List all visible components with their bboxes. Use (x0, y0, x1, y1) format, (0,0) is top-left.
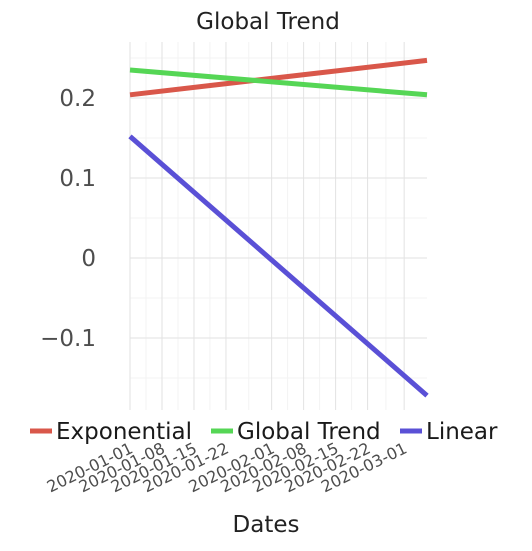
series-line-0 (129, 57, 428, 98)
chart-title: Global Trend (196, 9, 340, 35)
series-line-1 (129, 67, 428, 98)
y-tick-label: −0.1 (40, 326, 96, 352)
legend-label: Exponential (56, 419, 192, 445)
y-tick-label: 0.2 (59, 86, 96, 112)
y-tick-label: 0 (81, 246, 96, 272)
major-gridlines (129, 42, 427, 410)
x-axis-label: Dates (233, 512, 300, 538)
x-axis-tick-labels: 2020-01-012020-01-082020-01-152020-01-22… (44, 439, 410, 497)
legend-label: Global Trend (237, 419, 381, 445)
minor-gridlines (130, 42, 427, 410)
y-tick-label: 0.1 (59, 166, 96, 192)
series-line-2 (128, 134, 429, 398)
legend: Exponential Global Trend Linear (30, 419, 498, 445)
data-series (128, 57, 429, 398)
y-axis-tick-labels: 0.2 0.1 0 −0.1 (40, 86, 96, 352)
legend-label: Linear (426, 419, 498, 445)
